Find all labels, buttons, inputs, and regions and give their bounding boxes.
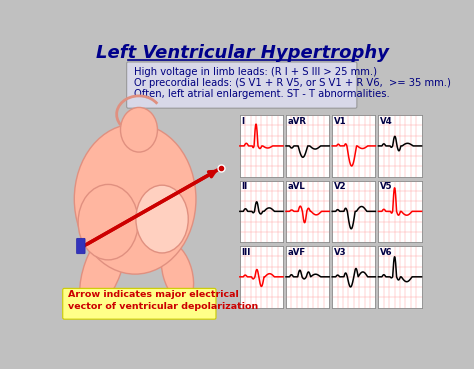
Bar	[240, 115, 283, 177]
Ellipse shape	[136, 185, 188, 253]
Text: I: I	[241, 117, 245, 126]
FancyBboxPatch shape	[77, 238, 85, 254]
FancyBboxPatch shape	[127, 62, 357, 108]
Text: II: II	[241, 182, 247, 191]
Bar	[378, 246, 421, 308]
Bar	[378, 180, 421, 242]
Bar	[286, 115, 329, 177]
Ellipse shape	[78, 184, 138, 260]
Bar	[332, 115, 375, 177]
Text: Arrow indicates major electrical: Arrow indicates major electrical	[68, 290, 239, 299]
Text: V3: V3	[334, 248, 346, 256]
Text: V6: V6	[380, 248, 392, 256]
Ellipse shape	[80, 226, 126, 310]
Text: aVR: aVR	[288, 117, 307, 126]
Bar	[286, 246, 329, 308]
Ellipse shape	[74, 124, 196, 274]
Text: vector of ventricular depolarization: vector of ventricular depolarization	[68, 302, 258, 311]
Text: V2: V2	[334, 182, 346, 191]
Text: Or precordial leads: (S V1 + R V5, or S V1 + R V6,  >= 35 mm.): Or precordial leads: (S V1 + R V5, or S …	[134, 78, 450, 88]
Text: aVL: aVL	[288, 182, 305, 191]
Text: Left Ventricular Hypertrophy: Left Ventricular Hypertrophy	[96, 44, 390, 62]
Bar	[332, 180, 375, 242]
Text: V5: V5	[380, 182, 392, 191]
Ellipse shape	[120, 107, 157, 152]
Text: III: III	[241, 248, 251, 256]
Text: V4: V4	[380, 117, 393, 126]
Bar	[240, 180, 283, 242]
FancyBboxPatch shape	[63, 288, 216, 319]
Bar	[240, 246, 283, 308]
Bar	[286, 180, 329, 242]
Bar	[378, 115, 421, 177]
Text: High voltage in limb leads: (R I + S III > 25 mm.): High voltage in limb leads: (R I + S III…	[134, 67, 376, 77]
Text: V1: V1	[334, 117, 346, 126]
Text: Often, left atrial enlargement. ST - T abnormalities.: Often, left atrial enlargement. ST - T a…	[134, 89, 389, 99]
Bar	[332, 246, 375, 308]
Ellipse shape	[161, 244, 193, 302]
Text: aVF: aVF	[288, 248, 306, 256]
